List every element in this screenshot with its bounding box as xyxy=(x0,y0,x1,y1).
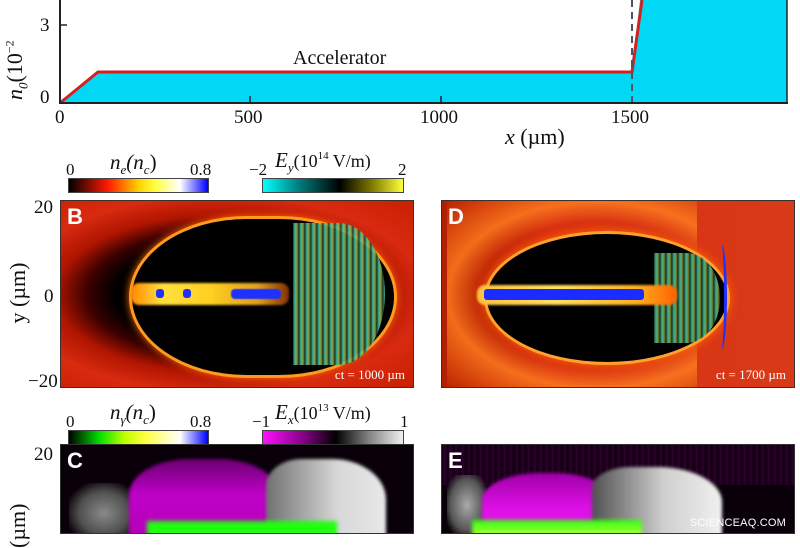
panel-b-heatmap: B ct = 1000 µm xyxy=(60,200,414,388)
density-profile-plot xyxy=(59,0,788,105)
electron-beam-core xyxy=(231,289,281,299)
xtick-1000: 1000 xyxy=(420,107,458,128)
colorbar-ey-title: Ey(1014 V/m) xyxy=(275,148,371,176)
ytick-0: 0 xyxy=(40,87,50,108)
colorbar-ngamma-title: nγ(nc) xyxy=(110,400,156,428)
colorbar-ey-gradient xyxy=(262,178,404,193)
watermark: SCIENCEAQ.COM xyxy=(689,517,786,529)
xtick-1500: 1500 xyxy=(611,107,649,128)
colorbar-ne-title: ne(nc) xyxy=(110,150,157,178)
electron-beam xyxy=(131,283,289,305)
xtick-500: 500 xyxy=(234,107,263,128)
b-ytick-20: 20 xyxy=(34,197,53,218)
ex-negative-region xyxy=(129,459,279,533)
density-line xyxy=(59,0,644,105)
panel-d-heatmap: D ct = 1700 µm xyxy=(441,200,795,388)
panel-label-d: D xyxy=(448,204,464,229)
panel-label-b: B xyxy=(67,204,83,229)
laser-field xyxy=(293,223,385,365)
panel-label-e: E xyxy=(448,448,463,473)
c-ytick-20: 20 xyxy=(34,444,53,465)
b-ytick-minus20: −20 xyxy=(28,371,58,392)
b-ytick-0: 0 xyxy=(44,286,54,307)
photon-density xyxy=(472,520,642,533)
panel-label-c: C xyxy=(67,448,83,473)
density-fill xyxy=(60,0,787,103)
accelerator-annotation: Accelerator xyxy=(293,47,387,69)
colorbar-ex-title: Ex(1013 V/m) xyxy=(275,400,371,428)
electron-beam-core xyxy=(484,289,644,300)
x-axis-label: x (µm) xyxy=(505,124,565,149)
colorbar-ne-gradient xyxy=(68,178,209,193)
panel-e-heatmap: E SCIENCEAQ.COM xyxy=(441,444,795,534)
photon-density xyxy=(147,521,337,533)
b-y-axis-label: y (µm) xyxy=(5,262,30,324)
ex-positive-region xyxy=(266,459,386,533)
c-y-axis-label: (µm) xyxy=(5,503,30,548)
colorbar-ex-gradient xyxy=(262,430,404,445)
ytick-3: 3 xyxy=(40,15,50,36)
ct-label-d: ct = 1700 µm xyxy=(715,367,786,382)
xtick-0: 0 xyxy=(55,107,65,128)
panel-c-heatmap: C xyxy=(60,444,414,534)
ct-label-b: ct = 1000 µm xyxy=(334,367,405,382)
colorbar-ngamma-gradient xyxy=(68,430,209,445)
y-axis-label: n0(10−2 xyxy=(2,40,31,100)
